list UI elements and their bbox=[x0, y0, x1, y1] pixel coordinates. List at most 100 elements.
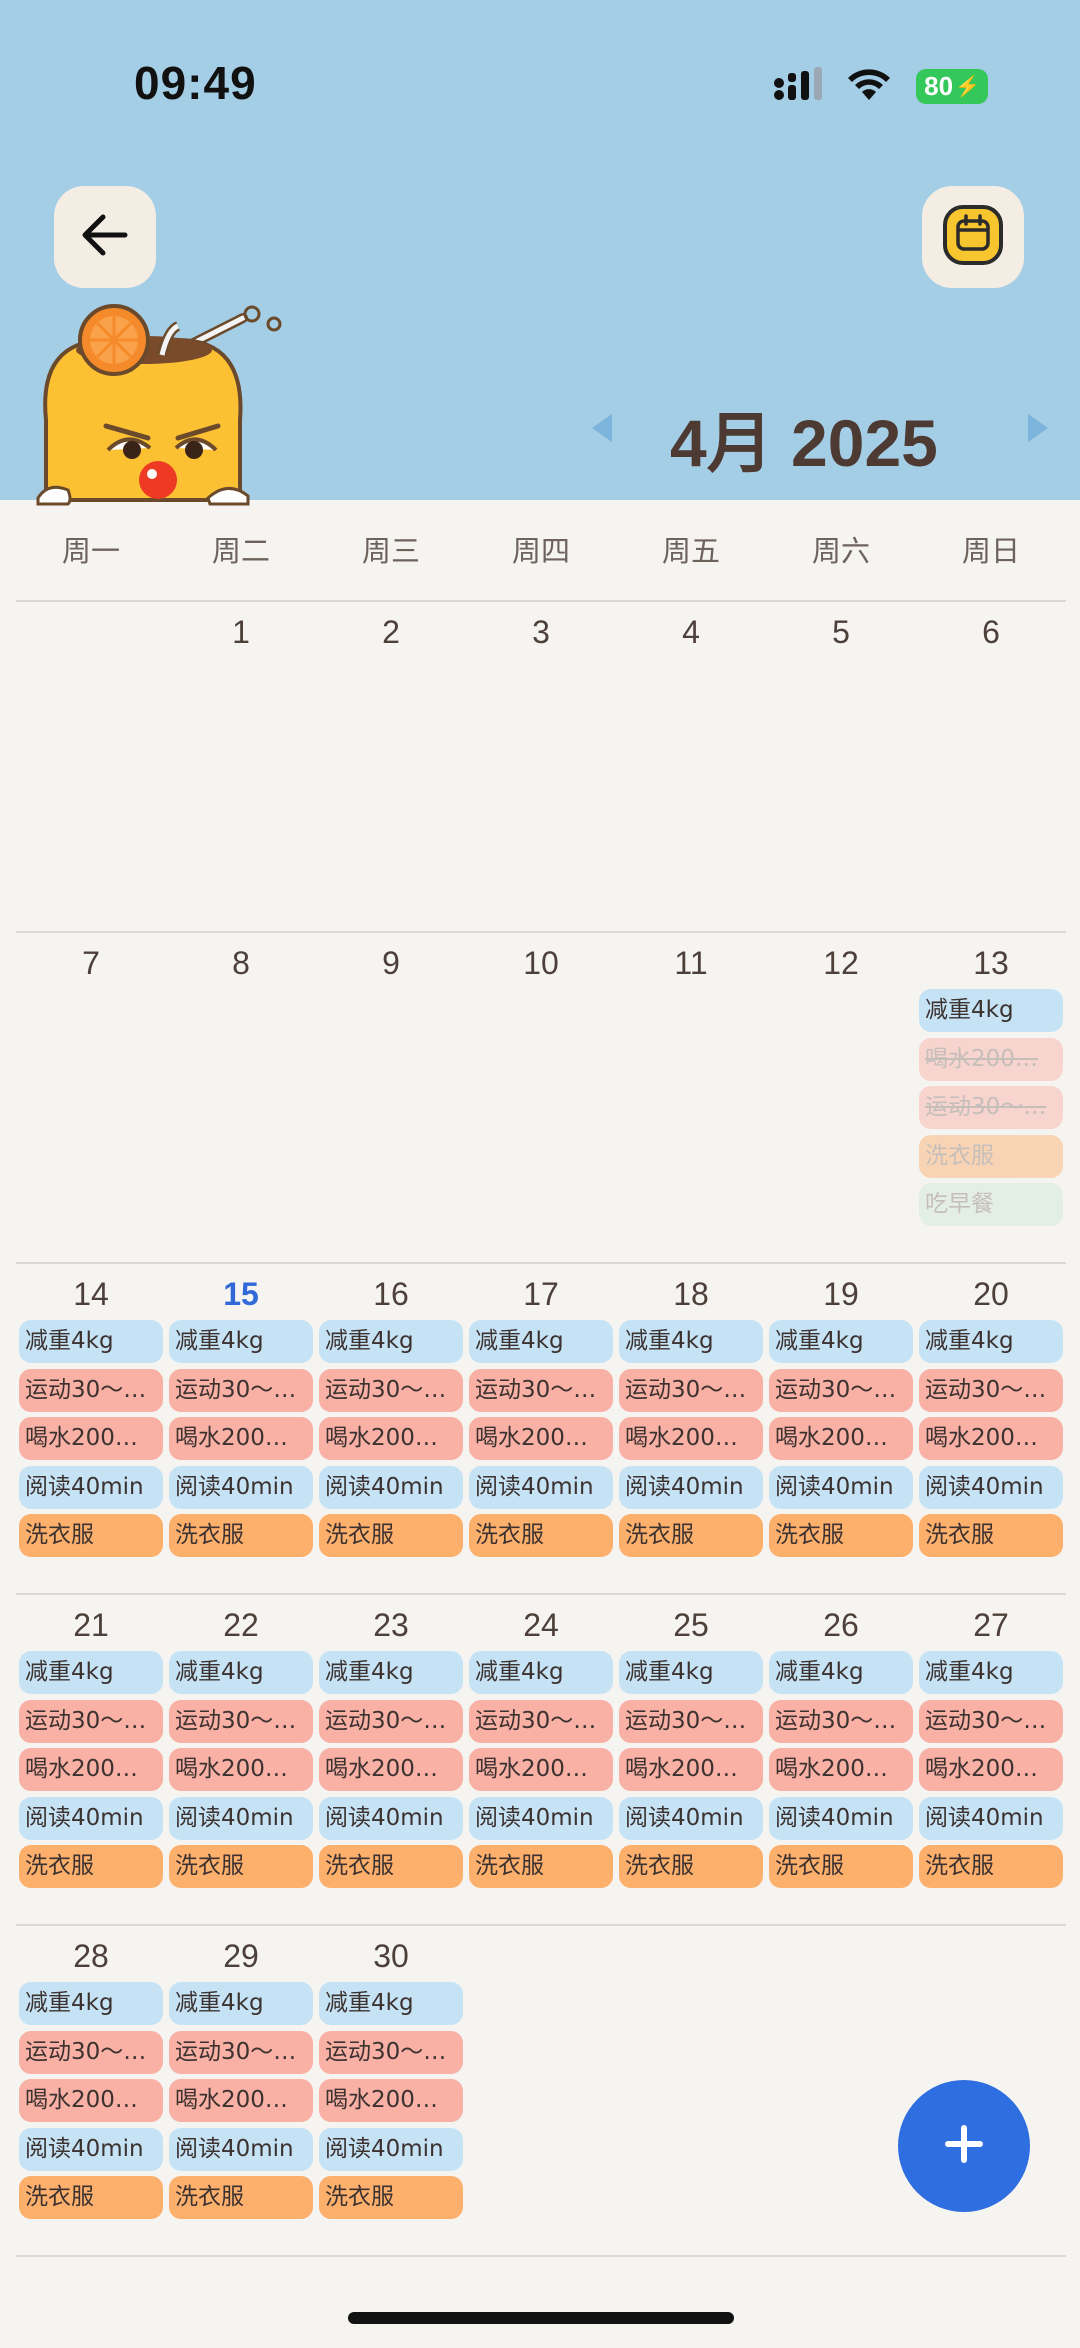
day-cell[interactable]: 27 减重4kg 运动30～… 喝水200… 阅读40min 洗衣服 bbox=[916, 1595, 1066, 1924]
day-cell[interactable]: 16 减重4kg 运动30～… 喝水200… 阅读40min 洗衣服 bbox=[316, 1264, 466, 1593]
task-chip[interactable]: 喝水200… bbox=[169, 2079, 313, 2122]
day-cell[interactable]: 5 bbox=[766, 602, 916, 931]
triangle-left-icon[interactable] bbox=[590, 412, 614, 448]
task-chip[interactable]: 减重4kg bbox=[169, 1320, 313, 1363]
day-cell[interactable]: 4 bbox=[616, 602, 766, 931]
task-chip[interactable]: 减重4kg bbox=[769, 1651, 913, 1694]
task-chip[interactable]: 运动30～… bbox=[319, 2030, 463, 2074]
day-cell[interactable]: 23 减重4kg 运动30～… 喝水200… 阅读40min 洗衣服 bbox=[316, 1595, 466, 1924]
day-cell[interactable]: 9 bbox=[316, 933, 466, 1262]
task-chip[interactable]: 喝水200… bbox=[769, 1417, 913, 1460]
task-chip[interactable]: 运动30～… bbox=[319, 1699, 463, 1743]
task-chip[interactable]: 阅读40min bbox=[19, 2127, 163, 2171]
task-chip[interactable]: 减重4kg bbox=[169, 1651, 313, 1694]
task-chip[interactable]: 减重4kg bbox=[919, 1651, 1063, 1694]
day-cell[interactable]: 13 减重4kg 喝水200… 运动30～… 洗衣服 吃早餐 bbox=[916, 933, 1066, 1262]
task-chip[interactable]: 阅读40min bbox=[769, 1796, 913, 1840]
day-cell[interactable]: 20 减重4kg 运动30～… 喝水200… 阅读40min 洗衣服 bbox=[916, 1264, 1066, 1593]
task-chip[interactable]: 运动30～… bbox=[769, 1368, 913, 1412]
task-chip[interactable]: 减重4kg bbox=[319, 1651, 463, 1694]
task-chip[interactable]: 洗衣服 bbox=[919, 1134, 1063, 1178]
day-cell[interactable]: 19 减重4kg 运动30～… 喝水200… 阅读40min 洗衣服 bbox=[766, 1264, 916, 1593]
task-chip[interactable]: 阅读40min bbox=[919, 1465, 1063, 1509]
task-chip[interactable]: 洗衣服 bbox=[919, 1514, 1063, 1557]
task-chip[interactable]: 减重4kg bbox=[919, 1320, 1063, 1363]
task-chip[interactable]: 洗衣服 bbox=[319, 1514, 463, 1557]
day-cell[interactable]: 2 bbox=[316, 602, 466, 931]
task-chip[interactable]: 喝水200… bbox=[19, 2079, 163, 2122]
task-chip[interactable]: 喝水200… bbox=[319, 1417, 463, 1460]
day-cell[interactable]: 30 减重4kg 运动30～… 喝水200… 阅读40min 洗衣服 bbox=[316, 1926, 466, 2255]
task-chip[interactable]: 喝水200… bbox=[619, 1417, 763, 1460]
task-chip[interactable]: 减重4kg bbox=[19, 1982, 163, 2025]
day-cell[interactable]: 7 bbox=[16, 933, 166, 1262]
task-chip[interactable]: 喝水200… bbox=[769, 1748, 913, 1791]
day-cell[interactable]: 12 bbox=[766, 933, 916, 1262]
task-chip[interactable]: 减重4kg bbox=[19, 1651, 163, 1694]
day-cell[interactable]: 22 减重4kg 运动30～… 喝水200… 阅读40min 洗衣服 bbox=[166, 1595, 316, 1924]
task-chip[interactable]: 运动30～… bbox=[769, 1699, 913, 1743]
task-chip[interactable]: 洗衣服 bbox=[19, 2176, 163, 2219]
task-chip[interactable]: 阅读40min bbox=[469, 1796, 613, 1840]
task-chip[interactable]: 减重4kg bbox=[469, 1320, 613, 1363]
task-chip[interactable]: 阅读40min bbox=[769, 1465, 913, 1509]
task-chip[interactable]: 运动30～… bbox=[469, 1699, 613, 1743]
task-chip[interactable]: 减重4kg bbox=[619, 1320, 763, 1363]
task-chip[interactable]: 洗衣服 bbox=[469, 1514, 613, 1557]
day-cell[interactable]: 15 减重4kg 运动30～… 喝水200… 阅读40min 洗衣服 bbox=[166, 1264, 316, 1593]
task-chip[interactable]: 运动30～… bbox=[169, 1368, 313, 1412]
task-chip[interactable]: 减重4kg bbox=[619, 1651, 763, 1694]
task-chip[interactable]: 吃早餐 bbox=[919, 1183, 1063, 1226]
task-chip[interactable]: 洗衣服 bbox=[319, 1845, 463, 1888]
day-cell[interactable]: 3 bbox=[466, 602, 616, 931]
task-chip[interactable]: 运动30～… bbox=[469, 1368, 613, 1412]
task-chip[interactable]: 洗衣服 bbox=[919, 1845, 1063, 1888]
day-cell[interactable]: 10 bbox=[466, 933, 616, 1262]
task-chip[interactable]: 阅读40min bbox=[19, 1796, 163, 1840]
task-chip[interactable]: 喝水200… bbox=[169, 1748, 313, 1791]
day-cell[interactable]: 24 减重4kg 运动30～… 喝水200… 阅读40min 洗衣服 bbox=[466, 1595, 616, 1924]
task-chip[interactable]: 阅读40min bbox=[469, 1465, 613, 1509]
task-chip[interactable]: 运动30～… bbox=[319, 1368, 463, 1412]
task-chip[interactable]: 洗衣服 bbox=[319, 2176, 463, 2219]
task-chip[interactable]: 阅读40min bbox=[619, 1465, 763, 1509]
day-cell[interactable]: 26 减重4kg 运动30～… 喝水200… 阅读40min 洗衣服 bbox=[766, 1595, 916, 1924]
add-task-button[interactable] bbox=[898, 2080, 1030, 2212]
task-chip[interactable]: 喝水200… bbox=[919, 1037, 1063, 1081]
task-chip[interactable]: 运动30～… bbox=[169, 2030, 313, 2074]
task-chip[interactable]: 喝水200… bbox=[919, 1417, 1063, 1460]
task-chip[interactable]: 运动30～… bbox=[619, 1699, 763, 1743]
task-chip[interactable]: 运动30～… bbox=[919, 1699, 1063, 1743]
task-chip[interactable]: 运动30～… bbox=[19, 1699, 163, 1743]
day-cell[interactable]: 1 bbox=[166, 602, 316, 931]
task-chip[interactable]: 洗衣服 bbox=[769, 1514, 913, 1557]
day-cell[interactable]: 6 bbox=[916, 602, 1066, 931]
task-chip[interactable]: 喝水200… bbox=[19, 1748, 163, 1791]
home-indicator[interactable] bbox=[348, 2312, 734, 2324]
task-chip[interactable]: 洗衣服 bbox=[769, 1845, 913, 1888]
task-chip[interactable]: 阅读40min bbox=[169, 1796, 313, 1840]
day-cell[interactable]: 11 bbox=[616, 933, 766, 1262]
task-chip[interactable]: 喝水200… bbox=[319, 1748, 463, 1791]
task-chip[interactable]: 运动30～… bbox=[619, 1368, 763, 1412]
task-chip[interactable]: 喝水200… bbox=[469, 1417, 613, 1460]
task-chip[interactable]: 运动30～… bbox=[19, 2030, 163, 2074]
task-chip[interactable]: 喝水200… bbox=[619, 1748, 763, 1791]
task-chip[interactable]: 减重4kg bbox=[319, 1982, 463, 2025]
task-chip[interactable]: 减重4kg bbox=[19, 1320, 163, 1363]
triangle-right-icon[interactable] bbox=[1026, 412, 1050, 448]
task-chip[interactable]: 运动30～… bbox=[919, 1368, 1063, 1412]
task-chip[interactable]: 洗衣服 bbox=[169, 1845, 313, 1888]
task-chip[interactable]: 喝水200… bbox=[919, 1748, 1063, 1791]
task-chip[interactable]: 洗衣服 bbox=[619, 1514, 763, 1557]
task-chip[interactable]: 运动30～… bbox=[169, 1699, 313, 1743]
task-chip[interactable]: 运动30～… bbox=[19, 1368, 163, 1412]
task-chip[interactable]: 洗衣服 bbox=[469, 1845, 613, 1888]
task-chip[interactable]: 阅读40min bbox=[919, 1796, 1063, 1840]
task-chip[interactable]: 洗衣服 bbox=[169, 2176, 313, 2219]
task-chip[interactable]: 喝水200… bbox=[169, 1417, 313, 1460]
day-cell[interactable]: 28 减重4kg 运动30～… 喝水200… 阅读40min 洗衣服 bbox=[16, 1926, 166, 2255]
task-chip[interactable]: 阅读40min bbox=[319, 1465, 463, 1509]
day-cell[interactable]: 21 减重4kg 运动30～… 喝水200… 阅读40min 洗衣服 bbox=[16, 1595, 166, 1924]
task-chip[interactable]: 阅读40min bbox=[19, 1465, 163, 1509]
